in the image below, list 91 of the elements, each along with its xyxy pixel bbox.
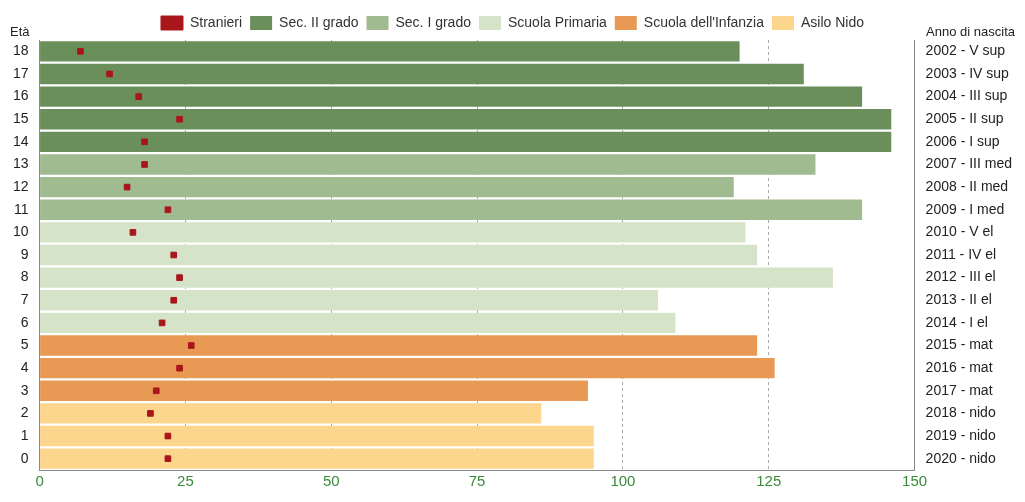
- point: [158, 319, 166, 327]
- point: [152, 387, 160, 395]
- y2-tick-label: 2010 - V el: [925, 223, 994, 240]
- y2-axis-title: Anno di nascita: [926, 24, 1016, 40]
- y2-tick-label: 2020 - nido: [925, 449, 996, 466]
- y-tick-label: 11: [14, 200, 29, 217]
- y2-tick-label: 2017 - mat: [925, 381, 993, 398]
- y-tick-label: 4: [20, 359, 29, 376]
- x-tick-label: 75: [468, 472, 486, 490]
- y2-tick-label: 2019 - nido: [925, 426, 996, 443]
- bar: [40, 380, 588, 401]
- bar: [40, 357, 775, 379]
- y-tick-label: 18: [12, 42, 29, 59]
- y2-tick-label: 2018 - nido: [925, 404, 996, 421]
- bar: [40, 199, 863, 220]
- point: [187, 342, 195, 349]
- y2-tick-label: 2015 - mat: [925, 336, 993, 353]
- legend-label: Scuola Primaria: [507, 13, 608, 30]
- bar: [40, 448, 594, 469]
- point: [164, 432, 172, 440]
- y-tick-label: 1: [20, 426, 29, 443]
- y-tick-label: 0: [20, 449, 29, 466]
- point: [141, 138, 148, 146]
- point: [170, 251, 178, 259]
- bar: [40, 335, 758, 356]
- bar: [40, 267, 833, 288]
- point: [77, 47, 84, 55]
- bar: [40, 109, 892, 130]
- y2-tick-label: 2011 - IV el: [925, 245, 997, 262]
- bar: [40, 86, 863, 107]
- x-tick-label: 25: [177, 472, 194, 490]
- y2-tick-label: 2012 - III el: [925, 268, 996, 285]
- legend-label: Asilo Nido: [800, 13, 865, 30]
- y2-tick-label: 2009 - I med: [925, 200, 1005, 217]
- point: [164, 206, 172, 214]
- y-tick-label: 17: [12, 64, 29, 81]
- point: [176, 364, 183, 372]
- y-tick-label: 7: [20, 291, 29, 308]
- y2-tick-label: 2013 - II el: [925, 291, 992, 308]
- point: [106, 70, 113, 78]
- point: [129, 229, 137, 236]
- bar: [40, 290, 658, 311]
- point: [164, 455, 172, 463]
- y2-tick-label: 2014 - I el: [925, 313, 988, 330]
- y-axis-title: Età: [10, 24, 31, 40]
- bar: [40, 244, 758, 266]
- point: [176, 274, 183, 281]
- y-tick-label: 3: [20, 381, 29, 398]
- y2-tick-label: 2002 - V sup: [925, 42, 1006, 59]
- legend-label: Sec. I grado: [395, 13, 472, 30]
- x-tick-label: 125: [756, 472, 782, 490]
- y-tick-label: 14: [12, 132, 29, 149]
- bar: [40, 176, 734, 198]
- bar: [40, 131, 892, 153]
- bar: [40, 154, 816, 175]
- y2-tick-label: 2005 - II sup: [925, 110, 1004, 127]
- x-tick-label: 50: [322, 472, 340, 490]
- legend-label: Stranieri: [189, 13, 243, 30]
- point: [176, 115, 183, 123]
- y2-tick-label: 2008 - II med: [925, 177, 1009, 194]
- point: [123, 183, 131, 191]
- point: [135, 93, 143, 100]
- y2-tick-label: 2004 - III sup: [925, 87, 1008, 104]
- y2-tick-label: 2007 - III med: [925, 155, 1013, 172]
- y2-tick-label: 2006 - I sup: [925, 132, 1000, 149]
- bar: [40, 425, 594, 447]
- bar: [40, 312, 676, 334]
- point: [170, 296, 178, 304]
- x-tick-label: 150: [902, 472, 928, 490]
- y-tick-label: 5: [20, 336, 29, 353]
- x-tick-label: 100: [610, 472, 636, 490]
- y-tick-label: 12: [12, 177, 29, 194]
- legend-label: Scuola dell'Infanzia: [643, 13, 765, 30]
- y-tick-label: 9: [20, 245, 29, 262]
- y-tick-label: 6: [20, 313, 29, 330]
- x-tick-label: 0: [35, 472, 44, 490]
- y2-tick-label: 2016 - mat: [925, 359, 993, 376]
- y-tick-label: 15: [12, 110, 29, 127]
- point: [141, 161, 148, 168]
- y-tick-label: 16: [12, 87, 29, 104]
- bar: [40, 403, 542, 424]
- y-tick-label: 10: [12, 223, 29, 240]
- bar: [40, 63, 804, 85]
- bar: [40, 222, 746, 243]
- bar: [40, 41, 740, 62]
- y-tick-label: 2: [20, 404, 29, 421]
- point: [147, 410, 154, 417]
- y2-tick-label: 2003 - IV sup: [925, 64, 1010, 81]
- y-tick-label: 8: [20, 268, 29, 285]
- legend-label: Sec. II grado: [279, 13, 359, 30]
- y-tick-label: 13: [12, 155, 29, 172]
